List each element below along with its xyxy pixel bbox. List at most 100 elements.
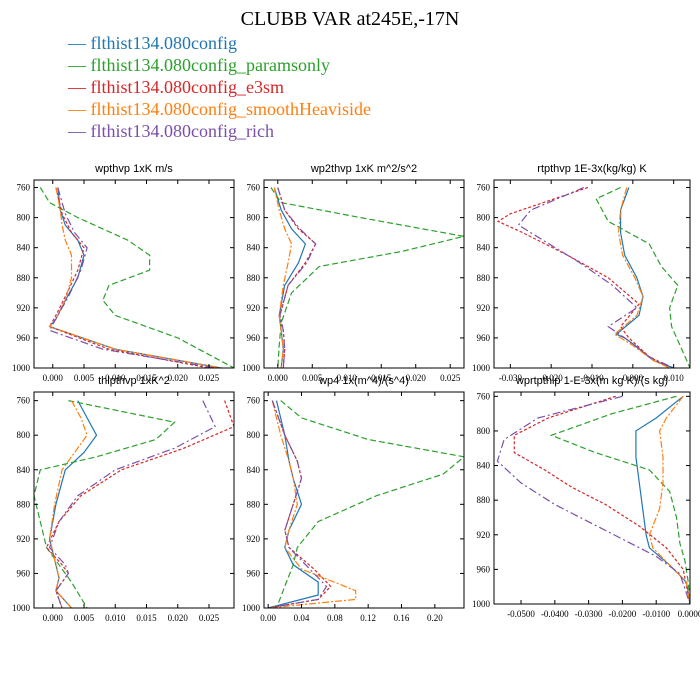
y-tick-label: 960 (17, 568, 31, 578)
plot-frame (493, 179, 691, 369)
chart-panel: wp2thvp 1xK m^2/s^2 760 800 840 880 920 960 100… (242, 163, 465, 383)
x-tick-label: 0.025 (199, 373, 220, 383)
legend-label: flthist134.080config_paramsonly (90, 55, 330, 75)
series-line (48, 187, 216, 368)
plot-frame (263, 179, 465, 369)
series-line (48, 400, 98, 608)
legend-item-config: — flthist134.080config (68, 32, 371, 54)
chart-panel: rtpthvp 1E-3x(kg/kg) K 760 800 840 880 920 960… (472, 163, 691, 383)
series-line (273, 187, 293, 368)
x-tick-label: 0.010 (105, 613, 126, 623)
x-tick-label: 0.08 (327, 613, 343, 623)
series-line (48, 187, 210, 368)
panel-title: wprtpthlp 1-E-3x(m kg K)/(s kg) (515, 375, 668, 387)
y-tick-label: 880 (247, 273, 261, 283)
series-line (268, 400, 357, 608)
y-tick-label: 920 (247, 534, 261, 544)
y-tick-label: 800 (477, 213, 491, 223)
series-line (613, 187, 670, 368)
legend-item-e3sm: — flthist134.080config_e3sm (68, 76, 371, 98)
x-tick-label: 0.000 (43, 613, 64, 623)
y-tick-label: 880 (477, 273, 491, 283)
series-line (496, 186, 670, 368)
x-tick-label: 0.020 (168, 373, 189, 383)
panel-title: thlpthvp 1xK^2 (98, 375, 170, 387)
x-tick-label: 0.010 (337, 373, 358, 383)
x-tick-label: 0.005 (302, 373, 323, 383)
legend-swatch: — (68, 121, 91, 141)
y-tick-label: 800 (247, 430, 261, 440)
y-tick-label: 840 (247, 243, 261, 253)
figure-title: CLUBB VAR at245E,-17N (240, 8, 460, 30)
series-line (595, 186, 690, 368)
legend-swatch: — (68, 33, 91, 53)
y-tick-label: 800 (17, 430, 31, 440)
series-line (517, 186, 674, 368)
x-tick-label: 0.010 (664, 373, 685, 383)
y-tick-label: 880 (17, 499, 31, 509)
legend-item-rich: — flthist134.080config_rich (68, 120, 371, 142)
series-line (615, 187, 674, 368)
y-tick-label: 960 (477, 333, 491, 343)
series-line (277, 187, 317, 368)
x-tick-label: -0.030 (499, 373, 523, 383)
y-tick-label: 760 (247, 183, 261, 193)
legend-swatch: — (68, 55, 91, 75)
x-tick-label: -0.020 (540, 373, 564, 383)
y-tick-label: 960 (17, 333, 31, 343)
y-tick-label: 920 (17, 303, 31, 313)
panel-title: rtpthvp 1E-3x(kg/kg) K (537, 163, 647, 175)
x-tick-label: -0.0300 (575, 609, 603, 619)
y-tick-label: 800 (477, 426, 491, 436)
legend-label: flthist134.080config_e3sm (90, 77, 284, 97)
y-tick-label: 960 (247, 333, 261, 343)
y-tick-label: 880 (477, 495, 491, 505)
y-tick-label: 1000 (12, 603, 31, 613)
y-tick-label: 760 (17, 396, 31, 406)
series-line (268, 400, 328, 608)
y-tick-label: 880 (247, 499, 261, 509)
series-line (275, 400, 464, 608)
legend-label: flthist134.080config (90, 33, 238, 53)
panel-title: wp2thvp 1xK m^2/s^2 (310, 163, 417, 175)
y-tick-label: 960 (477, 564, 491, 574)
legend-item-smoothheaviside: — flthist134.080config_smoothHeaviside (68, 98, 371, 120)
x-tick-label: 0.04 (294, 613, 310, 623)
legend: — flthist134.080config — flthist134.080c… (68, 32, 371, 142)
series-line (648, 395, 690, 604)
y-tick-label: 840 (247, 465, 261, 475)
y-tick-label: 840 (477, 461, 491, 471)
panel-title: wp4 1x(m^4)/(s^4) (318, 375, 409, 387)
chart-panel: wp4 1x(m^4)/(s^4) 760 800 840 880 920 960 1000 0… (242, 375, 465, 623)
series-line (48, 187, 222, 368)
x-tick-label: 0.015 (136, 613, 157, 623)
plot-frame (493, 391, 691, 605)
x-tick-label: 0.020 (168, 613, 189, 623)
series-line (513, 395, 690, 604)
legend-swatch: — (68, 77, 91, 97)
chart-panel: wprtpthlp 1-E-3x(m kg K)/(s kg) 760 800 840… (472, 375, 700, 619)
y-tick-label: 760 (247, 396, 261, 406)
x-tick-label: 0.000 (268, 373, 289, 383)
y-tick-label: 920 (17, 534, 31, 544)
x-tick-label: 0.0000 (678, 609, 700, 619)
x-tick-label: 0.015 (136, 373, 157, 383)
x-tick-label: -0.0400 (541, 609, 569, 619)
y-tick-label: 960 (247, 568, 261, 578)
chart-panel: wpthvp 1xK m/s 760 800 840 880 920 960 1000 0.00… (12, 163, 235, 383)
x-tick-label: -0.010 (580, 373, 604, 383)
y-tick-label: 840 (17, 243, 31, 253)
y-tick-label: 800 (17, 213, 31, 223)
series-line (270, 187, 464, 368)
series-line (48, 187, 222, 368)
panel-title: wpthvp 1xK m/s (94, 163, 173, 175)
series-line (496, 395, 690, 604)
y-tick-label: 1000 (242, 603, 261, 613)
x-tick-label: -0.0100 (642, 609, 670, 619)
x-tick-label: 0.005 (74, 613, 95, 623)
series-line (635, 395, 690, 604)
legend-item-paramsonly: — flthist134.080config_paramsonly (68, 54, 371, 76)
x-tick-label: 0.025 (199, 613, 220, 623)
x-tick-label: 0.015 (371, 373, 392, 383)
